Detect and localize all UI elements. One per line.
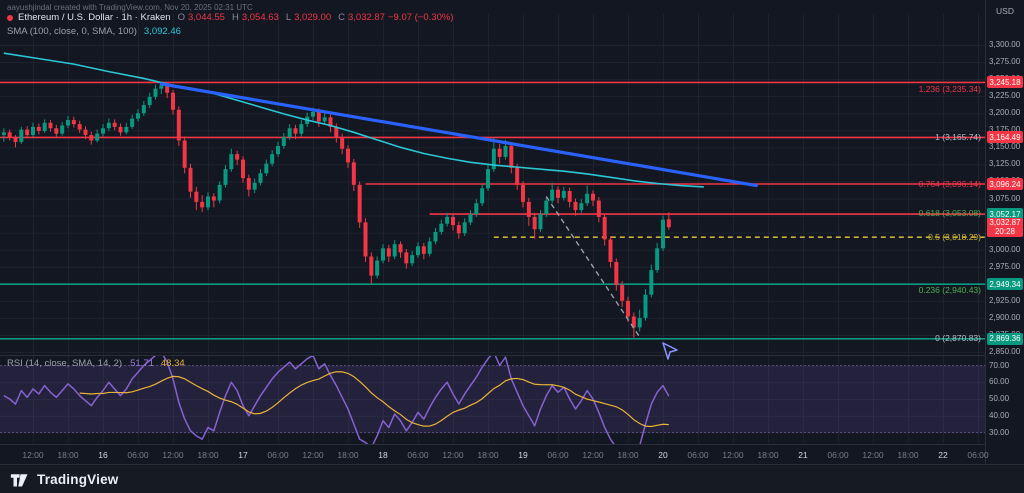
time-tick-label: 21 (798, 450, 808, 460)
time-tick-label: 18 (378, 450, 388, 460)
price-level-badge: 3,052.17 (987, 208, 1023, 221)
symbol-title[interactable]: Ethereum / U.S. Dollar · 1h · Kraken (18, 12, 171, 23)
rsi-legend: RSI (14, close, SMA, 14, 2) 51.71 48.34 (7, 358, 185, 369)
sma-value: 3,092.46 (143, 26, 181, 37)
footer-bar: TradingView (0, 464, 1024, 493)
sma-label[interactable]: SMA (100, close, 0, SMA, 100) (7, 26, 137, 37)
price-axis[interactable]: USD 3,300.003,275.003,250.003,225.003,20… (985, 0, 1024, 464)
price-level-badge: 3,164.49 (987, 131, 1023, 144)
current-price-value: 3,032.87 (989, 218, 1021, 228)
time-tick-label: 18:00 (897, 450, 919, 460)
rsi-tick-label: 50.00 (989, 394, 1010, 403)
candles-layer (1, 81, 671, 338)
rsi-band-layer (0, 365, 985, 433)
price-tick-label: 3,275.00 (989, 57, 1021, 67)
rsi-tick-label: 30.00 (989, 427, 1010, 437)
low-label: L (285, 12, 292, 23)
time-tick-label: 12:00 (22, 450, 44, 460)
high-label: H (231, 12, 239, 23)
price-tick-label: 3,125.00 (989, 159, 1021, 169)
price-level-badge: 3,245.18 (987, 76, 1023, 89)
projection-dashed-line[interactable] (545, 196, 641, 338)
time-tick-label: 19 (518, 450, 528, 460)
open-value: 3,044.55 (187, 12, 225, 23)
time-tick-label: 12:00 (442, 450, 464, 460)
rsi-tick-label: 70.00 (989, 360, 1010, 370)
price-tick-label: 3,150.00 (989, 142, 1021, 152)
time-tick-label: 17 (238, 450, 248, 460)
price-tick-label: 3,225.00 (989, 91, 1021, 101)
rsi-tick-label: 60.00 (989, 377, 1010, 387)
time-tick-label: 12:00 (862, 450, 884, 460)
time-tick-label: 18:00 (477, 450, 499, 460)
time-tick-label: 06:00 (127, 450, 149, 460)
tradingview-logo-text: TradingView (37, 471, 119, 487)
low-value: 3,029.00 (294, 12, 332, 23)
time-tick-label: 22 (938, 450, 948, 460)
rsi-tick-label: 40.00 (989, 410, 1010, 420)
close-label: C (338, 12, 345, 23)
time-tick-label: 12:00 (722, 450, 744, 460)
sma-legend: SMA (100, close, 0, SMA, 100) 3,092.46 (7, 26, 181, 37)
rsi-ma-value: 48.34 (160, 358, 185, 369)
price-level-badge: 2,949.34 (987, 278, 1023, 291)
current-price-badge: 3,032.87 20:28 (987, 217, 1023, 237)
price-change: −9.07 (−0.30%) (387, 12, 454, 23)
time-tick-label: 18:00 (337, 450, 359, 460)
time-tick-label: 12:00 (302, 450, 324, 460)
time-axis[interactable]: 12:00 18:00 16 06:00 12:00 18:00 17 06:00 12:00 1… (0, 444, 989, 464)
price-tick-label: 2,900.00 (989, 312, 1021, 322)
open-label: O (177, 12, 185, 23)
time-tick-label: 18:00 (57, 450, 79, 460)
time-tick-label: 06:00 (967, 450, 989, 460)
price-tick-label: 3,075.00 (989, 193, 1021, 203)
price-tick-label: 3,200.00 (989, 108, 1021, 118)
price-tick-label: 2,975.00 (989, 261, 1021, 271)
price-tick-label: 2,850.00 (989, 347, 1021, 356)
time-tick-label: 12:00 (582, 450, 604, 460)
price-tick-label: 3,300.00 (989, 40, 1021, 49)
time-tick-label: 12:00 (162, 450, 184, 460)
symbol-legend: Ethereum / U.S. Dollar · 1h · Kraken O 3… (7, 12, 453, 23)
bar-countdown: 20:28 (994, 227, 1016, 237)
time-tick-label: 16 (98, 450, 108, 460)
grid-layer (0, 14, 985, 443)
sma-line[interactable] (3, 52, 704, 188)
rsi-lines-layer (3, 356, 670, 444)
price-tick-label: 3,175.00 (989, 125, 1021, 135)
time-tick-label: 06:00 (407, 450, 429, 460)
currency-label: USD (996, 6, 1014, 16)
high-value: 3,054.63 (241, 12, 279, 23)
price-tick-label: 3,000.00 (989, 244, 1021, 254)
price-tick-label: 2,925.00 (989, 295, 1021, 305)
close-value: 3,032.87 (347, 12, 385, 23)
time-tick-label: 06:00 (687, 450, 709, 460)
level-lines-layer[interactable] (0, 81, 985, 340)
rsi-label[interactable]: RSI (14, close, SMA, 14, 2) (7, 358, 123, 369)
tradingview-logo[interactable]: TradingView (0, 471, 118, 488)
series-marker-icon (7, 14, 13, 21)
attribution-text: aayushjindal created with TradingView.co… (7, 3, 253, 12)
time-tick-label: 06:00 (547, 450, 569, 460)
time-tick-label: 20 (658, 450, 668, 460)
time-tick-label: 06:00 (827, 450, 849, 460)
time-tick-label: 18:00 (617, 450, 639, 460)
rsi-value: 51.71 (130, 358, 154, 369)
price-level-badge: 3,096.24 (987, 178, 1023, 190)
chart-canvas[interactable] (0, 0, 1024, 465)
price-level-badge: 2,869.36 (987, 332, 1023, 345)
time-tick-label: 18:00 (197, 450, 219, 460)
time-tick-label: 18:00 (757, 450, 779, 460)
trend-line[interactable] (159, 82, 758, 188)
time-tick-label: 06:00 (267, 450, 289, 460)
tradingview-logo-icon (10, 473, 28, 486)
annotation-cursor-icon (658, 340, 682, 367)
